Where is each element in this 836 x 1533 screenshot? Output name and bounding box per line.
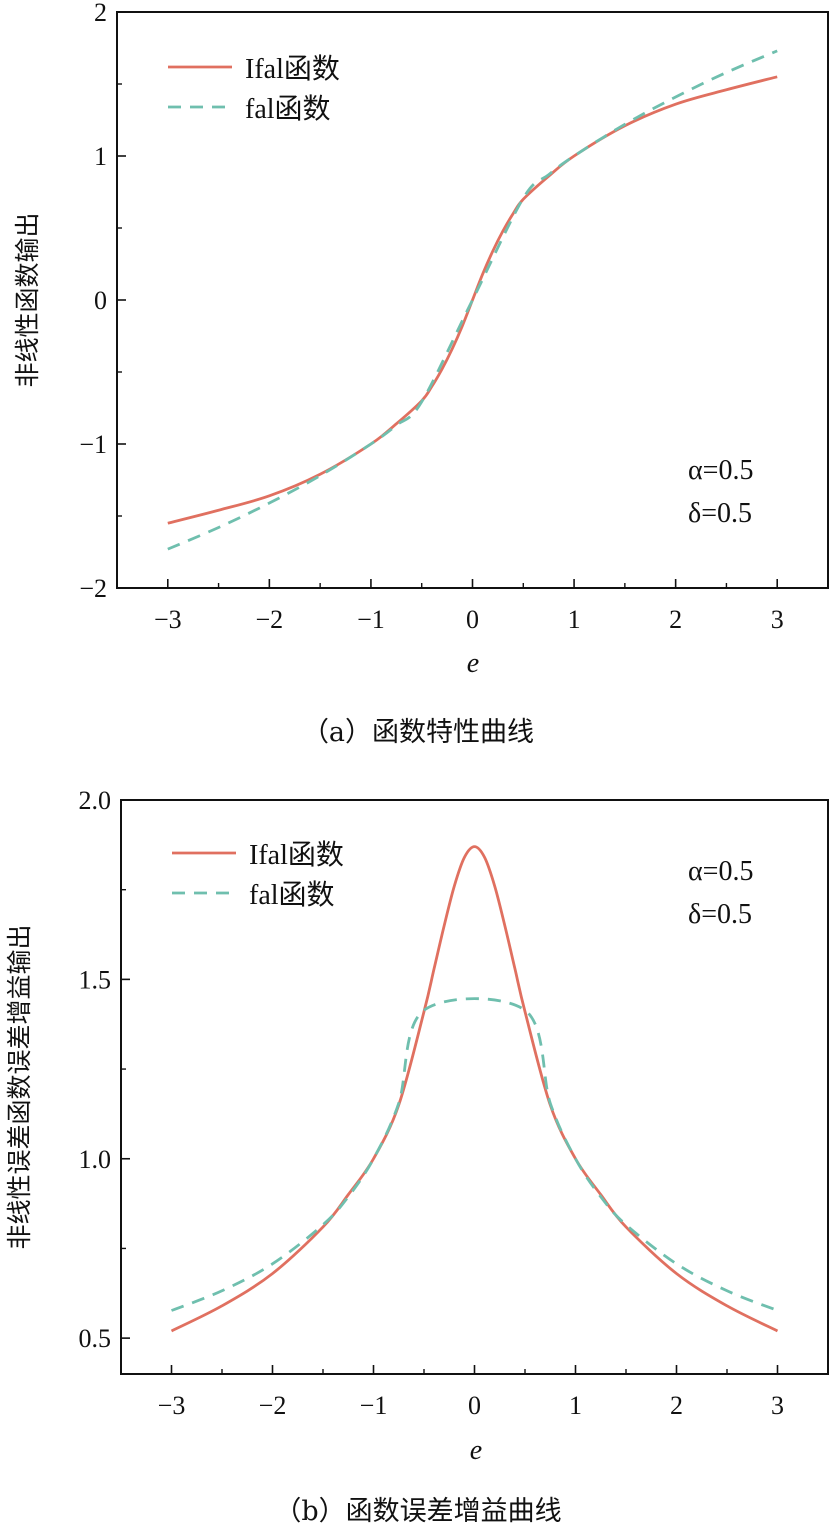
- chart-b-series-fal-line: [170, 997, 779, 1312]
- chart-a-xlabel: e: [467, 648, 479, 679]
- chart-b-error-gain-curves: −3 −2 −1 0 1 2 3 0.5 1.0 1.5 2.0 Ifal函数 fal函数 α=0.…: [5, 786, 829, 1527]
- chart-a-characteristic-curves: −3 −2 −1 0 1 2 3 −2 −1 0 1 2 Ifal函数 fal函数 α=0.5 δ=0…: [13, 0, 829, 748]
- chart-a-xtick-label: −2: [256, 605, 284, 634]
- chart-a-xtick-label: −3: [154, 605, 182, 634]
- chart-b-param-delta: δ=0.5: [688, 899, 752, 930]
- chart-b-xtick-label: 1: [569, 1391, 582, 1420]
- chart-a-legend-ifal-label: Ifal函数: [245, 53, 340, 85]
- chart-a-ytick-label: 2: [94, 0, 107, 27]
- chart-a-ytick-label: −2: [79, 574, 107, 603]
- chart-a-xtick-label: 2: [669, 605, 682, 634]
- chart-a-series-ifal-line: [167, 75, 778, 525]
- chart-b-ytick-label: 0.5: [79, 1324, 112, 1353]
- chart-a-ylabel: 非线性函数输出: [13, 212, 42, 387]
- chart-b-xlabel: e: [470, 1435, 482, 1466]
- chart-b-ticks: −3 −2 −1 0 1 2 3 0.5 1.0 1.5 2.0: [79, 786, 829, 1420]
- chart-a-series: [167, 49, 778, 551]
- chart-a-xtick-label: 3: [771, 605, 784, 634]
- chart-b-xtick-label: −2: [259, 1391, 287, 1420]
- chart-b-ytick-label: 2.0: [79, 786, 112, 815]
- chart-b-series-ifal-line: [170, 845, 779, 1333]
- chart-a-xtick-label: 1: [568, 605, 581, 634]
- chart-b-xtick-label: −1: [360, 1391, 388, 1420]
- chart-b-xtick-label: 2: [670, 1391, 683, 1420]
- chart-b-caption: （b）函数误差增益曲线: [274, 1496, 561, 1527]
- chart-b-series: [170, 845, 779, 1333]
- chart-a-ytick-label: −1: [79, 430, 107, 459]
- chart-b-xtick-label: 0: [468, 1391, 481, 1420]
- chart-b-ytick-label: 1.0: [79, 1145, 112, 1174]
- chart-a-legend: Ifal函数 fal函数: [168, 53, 340, 125]
- chart-b-legend-ifal-label: Ifal函数: [249, 839, 344, 871]
- chart-b-xtick-label: −3: [158, 1391, 186, 1420]
- chart-a-ytick-label: 1: [94, 142, 107, 171]
- chart-a-xtick-label: 0: [466, 605, 479, 634]
- chart-b-ylabel: 非线性误差函数误差增益输出: [5, 924, 34, 1249]
- chart-a-legend-fal-label: fal函数: [245, 93, 331, 125]
- chart-a-caption: （a）函数特性曲线: [302, 717, 534, 748]
- chart-b-legend-fal-label: fal函数: [249, 879, 335, 911]
- chart-a-ytick-label: 0: [94, 286, 107, 315]
- chart-b-ytick-label: 1.5: [79, 965, 112, 994]
- chart-a-param-alpha: α=0.5: [688, 455, 753, 486]
- chart-a-param-delta: δ=0.5: [688, 498, 752, 529]
- chart-b-xtick-label: 3: [771, 1391, 784, 1420]
- chart-b-param-alpha: α=0.5: [688, 856, 753, 887]
- chart-b-legend: Ifal函数 fal函数: [172, 839, 344, 911]
- chart-a-xtick-label: −1: [357, 605, 385, 634]
- chart-a-ticks: −3 −2 −1 0 1 2 3 −2 −1 0 1 2: [79, 0, 829, 634]
- chart-a-series-fal-line: [167, 49, 778, 551]
